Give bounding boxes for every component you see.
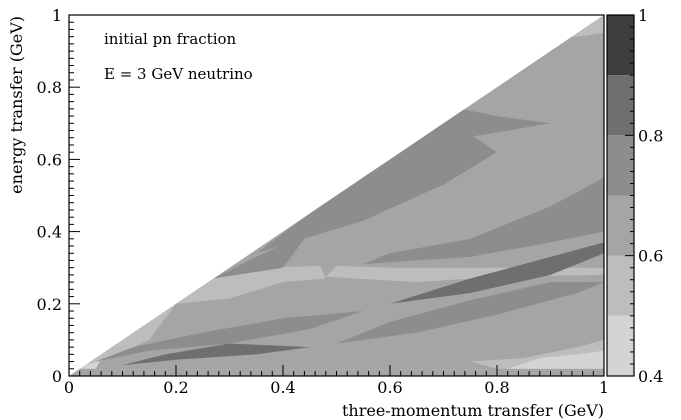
x-tick-label: 0.4	[270, 378, 295, 397]
annotation-energy: E = 3 GeV neutrino	[104, 65, 253, 83]
y-tick-label: 0.4	[37, 223, 62, 242]
colorbar-level-3	[607, 135, 634, 196]
colorbar-tick-label: 0.8	[638, 126, 663, 145]
colorbar-tick-label: 0.4	[638, 367, 663, 386]
colorbar-level-0	[607, 315, 634, 376]
colorbar-level-1	[607, 255, 634, 316]
contour-region-6	[256, 134, 497, 254]
x-tick-label: 0.8	[484, 378, 509, 397]
y-tick-label: 0.8	[37, 78, 62, 97]
contour-regions	[69, 15, 604, 376]
colorbar-tick-label: 0.6	[638, 247, 663, 266]
contour-region-3	[176, 265, 326, 304]
contour-region-7	[363, 177, 604, 265]
contour-region-2	[101, 296, 390, 366]
contour-region-13	[507, 350, 604, 369]
x-axis-ticks: 0 0.2 0.4 0.6 0.8 1	[64, 365, 609, 397]
x-axis-label: three-momentum transfer (GeV)	[342, 401, 604, 420]
colorbar-level-5	[607, 15, 634, 76]
y-tick-label: 0.2	[37, 295, 62, 314]
x-tick-label: 0	[64, 378, 74, 397]
contour-region-0	[79, 339, 112, 369]
y-axis-label: energy transfer (GeV)	[7, 16, 26, 194]
contour-region-11	[390, 242, 604, 304]
y-tick-label: 0.6	[37, 150, 62, 169]
regions-inner	[79, 15, 604, 369]
contour-region-9	[122, 343, 310, 366]
y-tick-label: 0	[52, 367, 62, 386]
colorbar-level-4	[607, 75, 634, 136]
contour-region-10	[336, 282, 604, 344]
contour-region-1	[85, 303, 176, 366]
colorbar-level-2	[607, 195, 634, 256]
colorbar: 0.4 0.6 0.8 1	[606, 6, 663, 386]
y-axis-ticks: 0 0.2 0.4 0.6 0.8 1	[37, 6, 80, 386]
annotation-title: initial pn fraction	[104, 30, 237, 48]
contour-region-14	[497, 15, 604, 44]
colorbar-tick-label: 1	[638, 6, 648, 25]
y-tick-label: 1	[52, 6, 62, 25]
contour-region-8	[95, 311, 364, 362]
x-tick-label: 0.2	[163, 378, 188, 397]
x-tick-label: 1	[599, 378, 609, 397]
x-tick-label: 0.6	[377, 378, 402, 397]
